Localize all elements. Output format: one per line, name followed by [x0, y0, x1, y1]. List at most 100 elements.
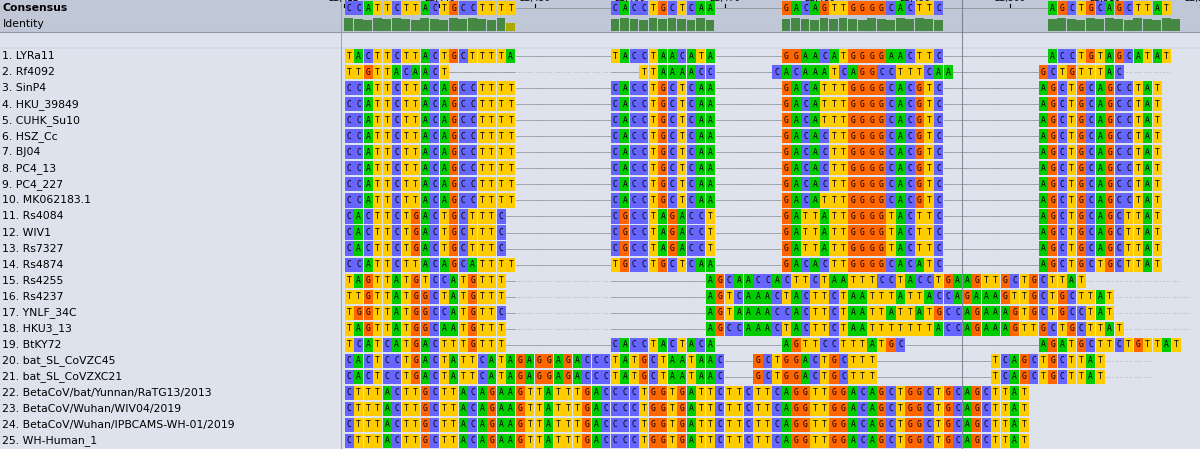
Text: C: C — [613, 164, 618, 173]
Text: G: G — [917, 436, 922, 445]
Text: T: T — [936, 405, 941, 414]
Text: C: C — [395, 244, 400, 253]
Bar — [792, 209, 800, 224]
Text: T: T — [1069, 116, 1074, 125]
Bar — [497, 273, 506, 288]
Text: A: A — [470, 260, 475, 269]
Text: T: T — [708, 420, 713, 429]
Bar — [630, 402, 638, 416]
Bar — [829, 273, 839, 288]
Bar — [934, 209, 943, 224]
Bar — [1144, 225, 1152, 240]
Bar — [611, 402, 620, 416]
Bar — [820, 97, 829, 111]
Bar — [1124, 161, 1133, 176]
Bar — [1096, 242, 1105, 255]
Bar — [640, 145, 648, 159]
Text: G: G — [1050, 148, 1055, 157]
Text: A: A — [793, 84, 798, 92]
Text: T: T — [499, 164, 504, 173]
Text: T: T — [413, 164, 418, 173]
Text: C: C — [613, 212, 618, 221]
Bar — [1124, 225, 1133, 240]
Text: A: A — [1154, 4, 1159, 13]
Bar — [506, 177, 515, 191]
Bar — [364, 81, 373, 95]
Text: G: G — [451, 212, 456, 221]
Bar — [792, 386, 800, 400]
Bar — [364, 49, 373, 63]
Bar — [364, 386, 373, 400]
Text: G: G — [793, 52, 798, 61]
Bar — [1057, 129, 1067, 143]
Bar — [421, 49, 430, 63]
Text: C: C — [395, 405, 400, 414]
Text: T: T — [822, 84, 827, 92]
Text: C: C — [632, 436, 637, 445]
Text: T: T — [832, 164, 836, 173]
Text: C: C — [432, 388, 437, 397]
Bar — [402, 113, 410, 128]
Text: C: C — [366, 228, 371, 237]
Bar — [686, 20, 695, 31]
Text: T: T — [936, 436, 941, 445]
Bar — [392, 402, 401, 416]
Bar — [877, 273, 886, 288]
Bar — [773, 386, 781, 400]
Text: T: T — [403, 308, 409, 317]
Bar — [649, 258, 658, 272]
Text: T: T — [385, 68, 390, 77]
Text: C: C — [1060, 164, 1064, 173]
Bar — [392, 418, 401, 432]
Bar — [868, 306, 876, 320]
Bar — [868, 49, 876, 63]
Text: A: A — [898, 100, 902, 109]
Text: T: T — [442, 372, 446, 381]
Bar — [763, 273, 772, 288]
Bar — [478, 290, 487, 304]
Bar — [659, 65, 667, 79]
Bar — [402, 321, 410, 336]
Text: A: A — [679, 244, 684, 253]
Text: A: A — [1098, 228, 1103, 237]
Text: C: C — [385, 372, 390, 381]
Bar — [449, 386, 458, 400]
Text: T: T — [480, 116, 485, 125]
Text: G: G — [413, 324, 418, 333]
Bar — [896, 306, 905, 320]
Text: T: T — [1060, 324, 1064, 333]
Text: C: C — [366, 357, 371, 365]
Bar — [839, 306, 848, 320]
Bar — [640, 338, 648, 352]
Text: G: G — [1050, 357, 1055, 365]
Text: C: C — [670, 260, 674, 269]
Bar — [373, 97, 383, 111]
Bar — [934, 194, 943, 207]
Bar — [982, 306, 991, 320]
Text: A: A — [422, 196, 427, 205]
Text: G: G — [366, 324, 371, 333]
Bar — [1086, 338, 1096, 352]
Bar — [706, 434, 715, 448]
Text: T: T — [1069, 164, 1074, 173]
Bar — [640, 209, 648, 224]
Text: G: G — [451, 132, 456, 141]
Bar — [1048, 145, 1057, 159]
Text: G: G — [851, 100, 856, 109]
Bar — [1105, 49, 1115, 63]
Bar — [1067, 242, 1076, 255]
Text: T: T — [822, 276, 827, 285]
Bar — [497, 145, 506, 159]
Bar — [914, 225, 924, 240]
Bar — [1001, 386, 1009, 400]
Text: G: G — [917, 388, 922, 397]
Text: T: T — [698, 405, 703, 414]
Text: A: A — [395, 292, 400, 301]
Bar — [924, 97, 934, 111]
Text: T: T — [509, 100, 514, 109]
Bar — [449, 49, 458, 63]
Text: C: C — [907, 228, 912, 237]
Bar — [668, 225, 677, 240]
Text: 8. PC4_13: 8. PC4_13 — [2, 163, 56, 174]
Text: C: C — [432, 228, 437, 237]
